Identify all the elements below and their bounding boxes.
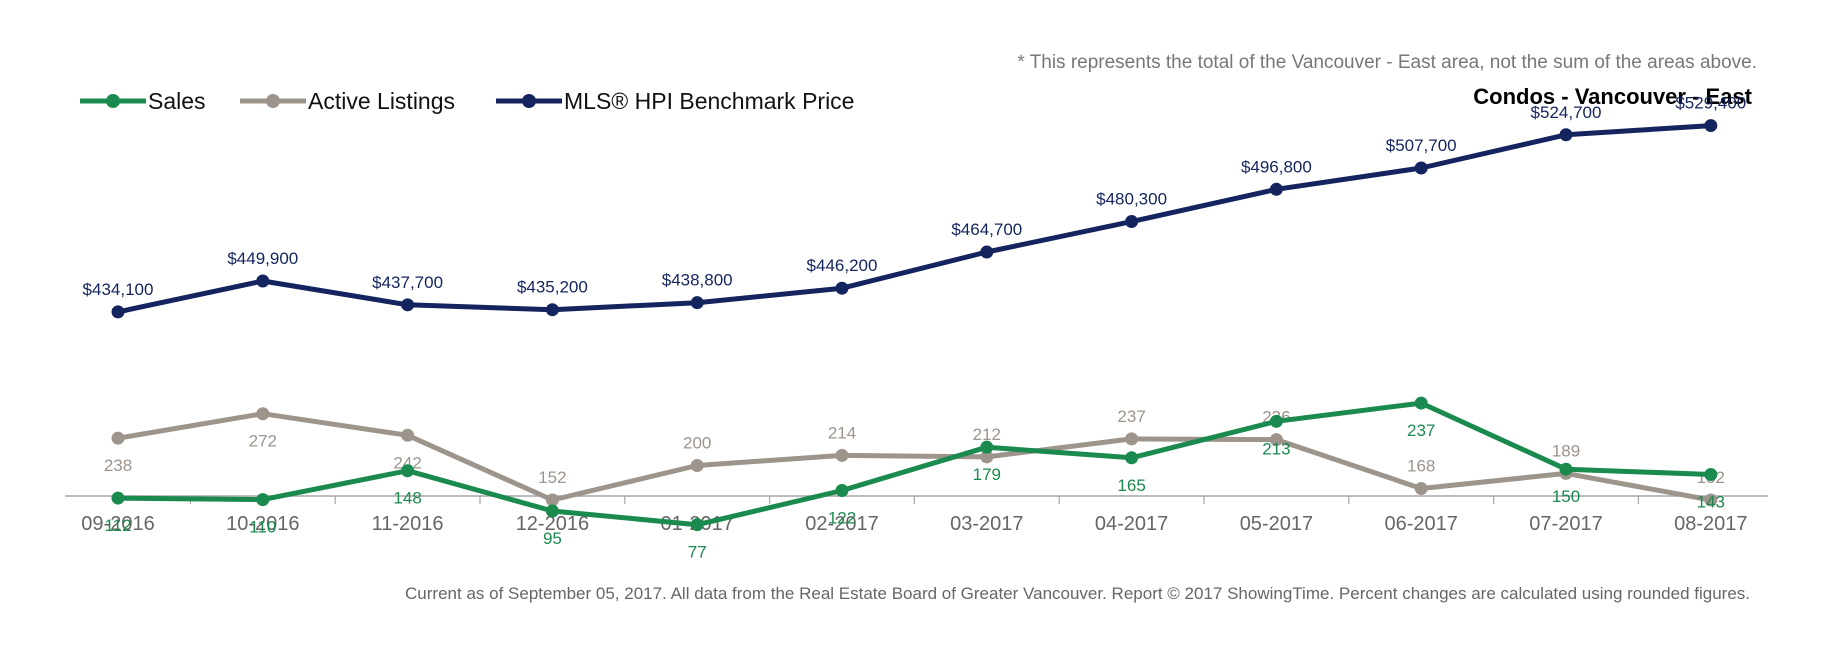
data-label-active-listings: 200	[683, 434, 711, 453]
data-point-mls-hpi-benchmark-price	[256, 274, 270, 288]
series-sales: 112 110 148 95 77 122 179 165 213 237 150 143	[104, 396, 1725, 562]
data-label-sales: 165	[1117, 476, 1145, 495]
data-label-active-listings: 237	[1117, 407, 1145, 426]
data-label-mls-hpi-benchmark-price: $524,700	[1531, 103, 1602, 122]
data-label-active-listings: 152	[538, 468, 566, 487]
data-label-mls-hpi-benchmark-price: $449,900	[227, 249, 298, 268]
data-label-mls-hpi-benchmark-price: $480,300	[1096, 190, 1167, 209]
data-label-active-listings: 212	[973, 425, 1001, 444]
data-label-sales: 148	[393, 489, 421, 508]
data-label-mls-hpi-benchmark-price: $507,700	[1386, 136, 1457, 155]
data-label-active-listings: 272	[249, 432, 277, 451]
legend-label-sales: Sales	[148, 88, 206, 114]
data-point-sales	[1704, 468, 1718, 482]
x-axis: 09-201610-201611-201612-201601-201702-20…	[65, 495, 1768, 535]
data-point-mls-hpi-benchmark-price	[690, 296, 704, 310]
data-point-sales	[256, 493, 270, 507]
data-point-mls-hpi-benchmark-price	[980, 245, 994, 259]
data-label-mls-hpi-benchmark-price: $434,100	[83, 280, 154, 299]
data-point-sales	[835, 483, 849, 497]
data-point-mls-hpi-benchmark-price	[1414, 161, 1428, 175]
data-point-sales	[1125, 451, 1139, 465]
data-label-mls-hpi-benchmark-price: $496,800	[1241, 157, 1312, 176]
data-label-sales: 110	[249, 518, 276, 537]
legend-label-active-listings: Active Listings	[308, 88, 455, 114]
data-point-active-listings	[980, 450, 994, 464]
data-point-active-listings	[835, 448, 849, 462]
data-point-mls-hpi-benchmark-price	[545, 303, 559, 317]
data-label-active-listings: 168	[1407, 457, 1435, 476]
data-point-sales	[980, 440, 994, 454]
data-point-active-listings	[1414, 482, 1428, 496]
data-point-active-listings	[545, 493, 559, 507]
data-label-sales: 95	[543, 529, 562, 548]
data-point-sales	[401, 464, 415, 478]
legend: Sales Active Listings MLS® HPI Benchmark P…	[80, 88, 854, 114]
data-label-mls-hpi-benchmark-price: $435,200	[517, 278, 588, 297]
data-point-sales	[1269, 414, 1283, 428]
data-label-sales: 112	[104, 516, 131, 535]
chart-note: * This represents the total of the Vanco…	[1017, 52, 1757, 73]
series-line-sales	[115, 400, 1714, 528]
data-label-sales: 143	[1697, 493, 1725, 512]
x-tick-label: 03-2017	[950, 513, 1023, 535]
data-label-mls-hpi-benchmark-price: $464,700	[951, 220, 1022, 239]
chart-title: Condos - Vancouver - East	[1473, 84, 1752, 109]
data-point-sales	[690, 518, 704, 532]
x-tick-label: 06-2017	[1384, 513, 1457, 535]
data-point-sales	[545, 504, 559, 518]
chart-footer: Current as of September 05, 2017. All da…	[405, 584, 1750, 603]
x-tick-label: 10-2016	[226, 513, 299, 535]
x-tick-label: 08-2017	[1674, 513, 1747, 535]
data-label-mls-hpi-benchmark-price: $438,800	[662, 271, 733, 290]
data-point-active-listings	[690, 459, 704, 472]
x-tick-label: 04-2017	[1095, 513, 1168, 535]
data-point-mls-hpi-benchmark-price	[835, 281, 849, 295]
series-line-active-listings	[115, 411, 1714, 503]
data-point-active-listings	[1125, 432, 1139, 446]
series-mls-hpi-benchmark-price: $434,100 $449,900 $437,700 $435,200 $438,800…	[83, 94, 1746, 319]
data-label-sales: 150	[1552, 487, 1580, 506]
data-label-sales: 77	[688, 543, 707, 562]
x-tick-label: 12-2016	[516, 513, 589, 535]
data-label-active-listings: 189	[1552, 441, 1580, 460]
x-tick-label: 07-2017	[1529, 513, 1602, 535]
data-label-sales: 237	[1407, 421, 1435, 440]
data-point-sales	[1559, 462, 1573, 476]
data-label-mls-hpi-benchmark-price: $446,200	[807, 256, 878, 275]
data-point-sales	[111, 491, 125, 505]
data-label-active-listings: 214	[828, 423, 856, 442]
data-label-active-listings: 238	[104, 456, 132, 475]
x-tick-label: 05-2017	[1240, 513, 1313, 535]
data-label-sales: 179	[973, 465, 1001, 484]
data-point-active-listings	[1704, 493, 1718, 507]
series-line-mls-hpi-benchmark-price	[115, 123, 1714, 315]
data-label-active-listings: 242	[393, 453, 421, 472]
data-point-active-listings	[256, 407, 270, 421]
legend-marker-active-listings	[266, 94, 280, 108]
data-point-active-listings	[1269, 433, 1283, 447]
data-point-mls-hpi-benchmark-price	[1704, 119, 1718, 133]
data-point-mls-hpi-benchmark-price	[111, 305, 125, 319]
data-point-sales	[1414, 396, 1428, 410]
data-point-active-listings	[111, 431, 125, 445]
x-tick-label: 02-2017	[805, 513, 878, 535]
legend-marker-mls-hpi-benchmark-price	[522, 94, 536, 108]
data-label-mls-hpi-benchmark-price: $437,700	[372, 273, 443, 292]
legend-label-mls-hpi-benchmark-price: MLS® HPI Benchmark Price	[564, 88, 854, 114]
legend-marker-sales	[106, 94, 120, 108]
series-layer: 2382722421522002142122372361681891521121…	[83, 94, 1747, 562]
data-point-active-listings	[401, 428, 415, 442]
x-tick-label: 09-2016	[81, 513, 154, 535]
series-active-listings: 238272242152200214212237236168189152	[104, 407, 1725, 507]
data-label-sales: 122	[828, 508, 856, 527]
x-tick-label: 11-2016	[372, 513, 444, 535]
data-point-mls-hpi-benchmark-price	[401, 298, 415, 312]
data-label-mls-hpi-benchmark-price: $529,400	[1675, 94, 1746, 113]
data-label-sales: 213	[1262, 439, 1290, 458]
data-point-mls-hpi-benchmark-price	[1269, 182, 1283, 196]
data-point-mls-hpi-benchmark-price	[1125, 215, 1139, 229]
data-point-mls-hpi-benchmark-price	[1559, 128, 1573, 142]
